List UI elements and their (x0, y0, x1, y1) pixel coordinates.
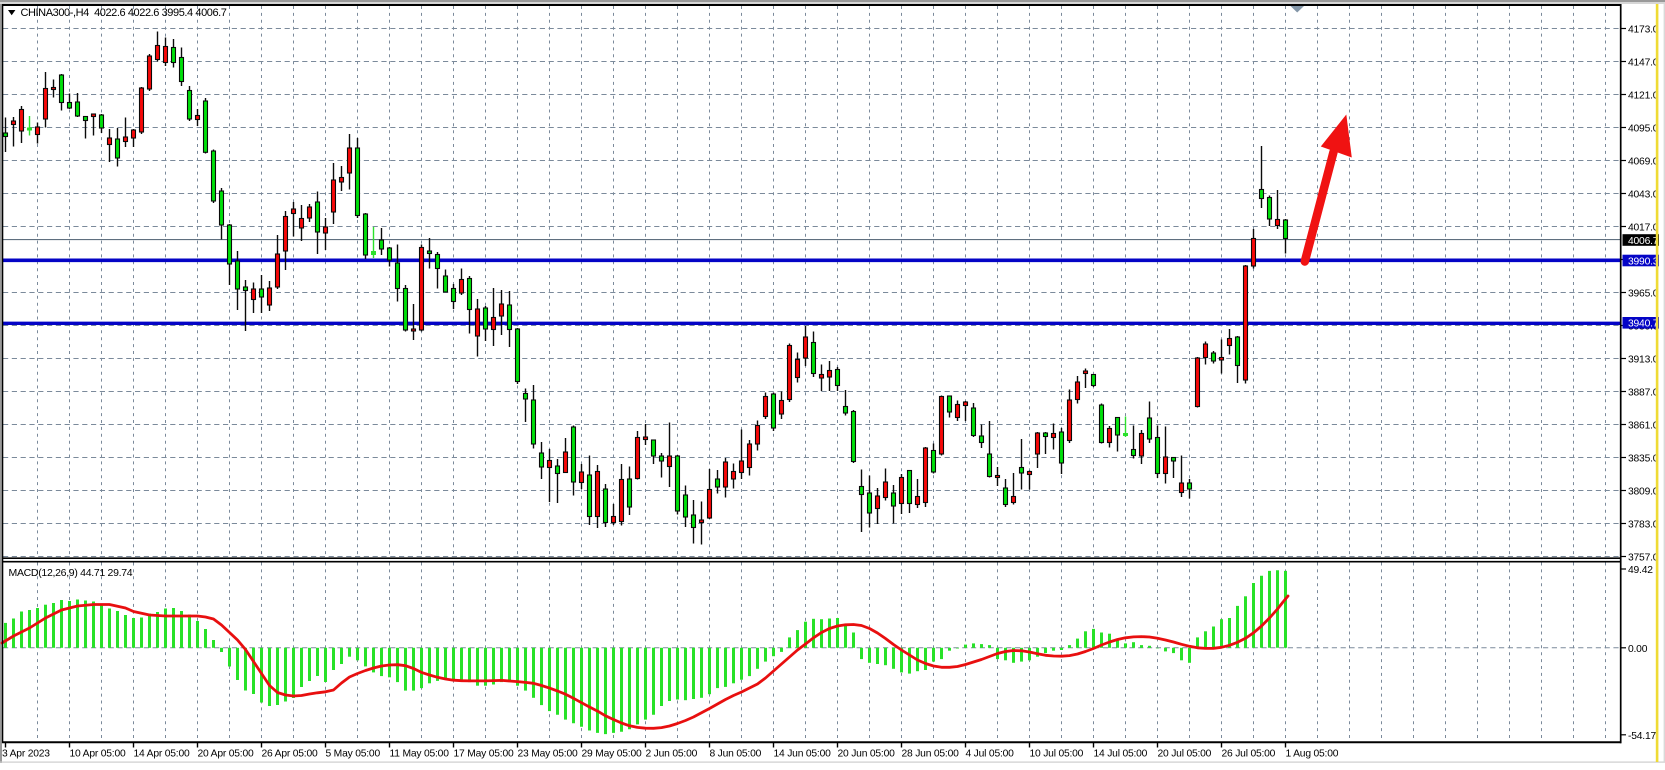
svg-text:8 Jun 05:00: 8 Jun 05:00 (710, 749, 762, 760)
svg-text:MACD(12,26,9) 44.71 29.74: MACD(12,26,9) 44.71 29.74 (9, 567, 133, 579)
svg-text:4121.0: 4121.0 (1628, 91, 1659, 102)
svg-text:3783.0: 3783.0 (1628, 520, 1659, 531)
svg-text:10 Jul 05:00: 10 Jul 05:00 (1030, 749, 1084, 760)
svg-text:4069.0: 4069.0 (1628, 157, 1659, 168)
svg-text:3835.0: 3835.0 (1628, 454, 1659, 465)
svg-text:11 May 05:00: 11 May 05:00 (390, 749, 450, 760)
svg-text:14 Jul 05:00: 14 Jul 05:00 (1094, 749, 1148, 760)
svg-text:3 Apr 2023: 3 Apr 2023 (2, 749, 50, 760)
svg-text:20 Jun 05:00: 20 Jun 05:00 (838, 749, 896, 760)
svg-text:3809.0: 3809.0 (1628, 487, 1659, 498)
svg-text:26 Jul 05:00: 26 Jul 05:00 (1222, 749, 1276, 760)
svg-text:0.00: 0.00 (1628, 644, 1648, 655)
svg-text:4043.0: 4043.0 (1628, 190, 1659, 201)
svg-text:23 May 05:00: 23 May 05:00 (518, 749, 578, 760)
svg-text:4 Jul 05:00: 4 Jul 05:00 (966, 749, 1015, 760)
svg-text:4006.7: 4006.7 (1628, 236, 1659, 247)
svg-text:20 Jul 05:00: 20 Jul 05:00 (1158, 749, 1212, 760)
svg-text:3940.7: 3940.7 (1628, 319, 1659, 330)
svg-text:1 Aug 05:00: 1 Aug 05:00 (1286, 749, 1339, 760)
svg-text:3913.0: 3913.0 (1628, 355, 1659, 366)
svg-text:20 Apr 05:00: 20 Apr 05:00 (198, 749, 254, 760)
svg-text:29 May 05:00: 29 May 05:00 (582, 749, 642, 760)
svg-text:26 Apr 05:00: 26 Apr 05:00 (262, 749, 318, 760)
svg-text:3990.3: 3990.3 (1628, 256, 1659, 267)
svg-text:4147.0: 4147.0 (1628, 58, 1659, 69)
svg-text:4017.0: 4017.0 (1628, 223, 1659, 234)
svg-text:3861.0: 3861.0 (1628, 421, 1659, 432)
svg-text:49.42: 49.42 (1628, 565, 1653, 576)
svg-text:5 May 05:00: 5 May 05:00 (326, 749, 381, 760)
svg-text:28 Jun 05:00: 28 Jun 05:00 (902, 749, 960, 760)
svg-text:2 Jun 05:00: 2 Jun 05:00 (646, 749, 698, 760)
svg-text:3965.0: 3965.0 (1628, 289, 1659, 300)
svg-text:4173.0: 4173.0 (1628, 25, 1659, 36)
svg-text:3757.0: 3757.0 (1628, 553, 1659, 564)
svg-text:3887.0: 3887.0 (1628, 388, 1659, 399)
svg-text:14 Apr 05:00: 14 Apr 05:00 (134, 749, 190, 760)
svg-text:10 Apr 05:00: 10 Apr 05:00 (70, 749, 126, 760)
svg-text:17 May 05:00: 17 May 05:00 (454, 749, 514, 760)
svg-text:-54.17: -54.17 (1628, 731, 1656, 742)
svg-text:CHINA300-,H4 4022.6 4022.6 39: CHINA300-,H4 4022.6 4022.6 3995.4 4006.7 (21, 7, 227, 19)
svg-text:4095.0: 4095.0 (1628, 124, 1659, 135)
svg-text:14 Jun 05:00: 14 Jun 05:00 (774, 749, 832, 760)
